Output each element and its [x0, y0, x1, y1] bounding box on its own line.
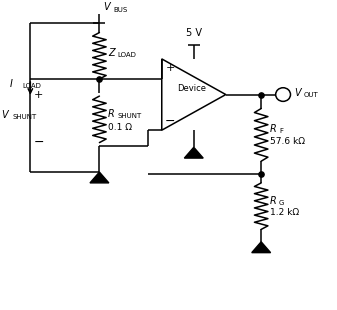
Text: F: F	[279, 128, 283, 135]
Text: +: +	[34, 90, 43, 100]
Text: R: R	[270, 124, 276, 134]
Text: V: V	[103, 2, 110, 12]
Text: R: R	[108, 109, 115, 119]
Text: OUT: OUT	[304, 92, 319, 99]
Text: LOAD: LOAD	[118, 52, 136, 58]
Text: Device: Device	[178, 84, 207, 94]
Polygon shape	[252, 242, 271, 253]
Text: G: G	[279, 200, 284, 206]
Text: SHUNT: SHUNT	[13, 114, 37, 120]
Text: 0.1 Ω: 0.1 Ω	[108, 122, 132, 132]
Text: V: V	[294, 88, 301, 98]
Text: V: V	[2, 110, 8, 120]
Text: Z: Z	[108, 48, 115, 58]
Text: I: I	[10, 79, 13, 89]
Text: LOAD: LOAD	[22, 83, 41, 89]
Text: BUS: BUS	[114, 7, 128, 13]
Text: 1.2 kΩ: 1.2 kΩ	[270, 208, 299, 218]
Text: −: −	[33, 136, 44, 149]
Text: 57.6 kΩ: 57.6 kΩ	[270, 137, 305, 146]
Polygon shape	[184, 147, 203, 158]
Text: R: R	[270, 196, 276, 206]
Text: 5 V: 5 V	[186, 28, 202, 38]
Text: SHUNT: SHUNT	[118, 113, 142, 119]
Text: +: +	[165, 63, 175, 73]
Text: −: −	[165, 115, 176, 128]
Polygon shape	[90, 172, 109, 183]
